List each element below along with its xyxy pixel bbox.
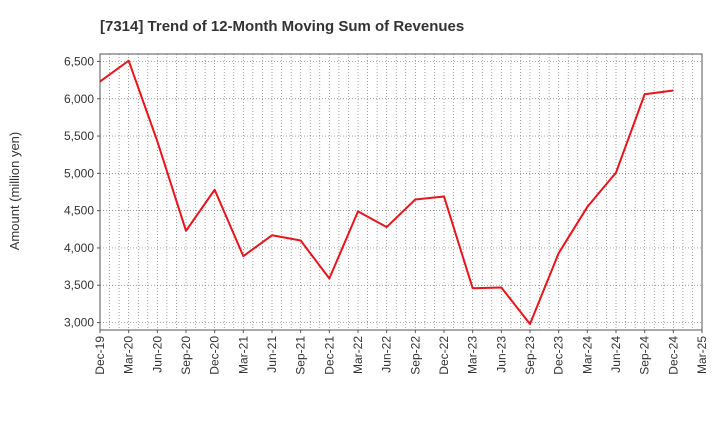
y-tick-label: 4,500 bbox=[64, 204, 94, 218]
x-tick-label: Mar-23 bbox=[466, 336, 480, 374]
x-tick-label: Sep-20 bbox=[179, 336, 193, 375]
x-tick-label: Jun-21 bbox=[265, 336, 279, 373]
chart-title: [7314] Trend of 12-Month Moving Sum of R… bbox=[100, 18, 464, 35]
x-axis-ticks: Dec-19 Mar-20 Jun-20 Sep-20 Dec-20 Mar-21 Jun-… bbox=[93, 330, 709, 375]
grid-lines bbox=[100, 54, 702, 330]
x-tick-label: Dec-23 bbox=[552, 336, 566, 375]
series-line-revenue bbox=[99, 59, 674, 326]
y-tick-label: 4,000 bbox=[64, 241, 94, 255]
x-tick-label: Dec-22 bbox=[437, 336, 451, 375]
x-tick-label: Sep-24 bbox=[638, 336, 652, 375]
y-tick-label: 5,000 bbox=[64, 166, 94, 180]
x-tick-label: Sep-23 bbox=[523, 336, 537, 375]
x-tick-label: Jun-20 bbox=[150, 336, 164, 373]
x-tick-label: Mar-22 bbox=[351, 336, 365, 374]
y-tick-label: 5,500 bbox=[64, 129, 94, 143]
x-tick-label: Jun-22 bbox=[380, 336, 394, 373]
x-tick-label: Sep-22 bbox=[408, 336, 422, 375]
x-tick-label: Sep-21 bbox=[294, 336, 308, 375]
x-tick-label: Dec-21 bbox=[322, 336, 336, 375]
y-tick-label: 6,000 bbox=[64, 92, 94, 106]
series-group bbox=[99, 59, 674, 326]
y-axis-ticks: 3,000 3,500 4,000 4,500 5,000 5,500 6,000 6,500 bbox=[64, 54, 100, 330]
x-tick-label: Mar-21 bbox=[236, 336, 250, 374]
y-tick-label: 3,000 bbox=[64, 316, 94, 330]
x-tick-label: Mar-25 bbox=[695, 336, 709, 374]
x-tick-label: Mar-20 bbox=[122, 336, 136, 374]
y-axis-label: Amount (million yen) bbox=[7, 132, 22, 251]
x-tick-label: Dec-20 bbox=[208, 336, 222, 375]
x-tick-label: Dec-19 bbox=[93, 336, 107, 375]
x-tick-label: Dec-24 bbox=[666, 336, 680, 375]
plot-area-frame bbox=[99, 53, 703, 331]
y-tick-label: 6,500 bbox=[64, 54, 94, 68]
y-tick-label: 3,500 bbox=[64, 278, 94, 292]
x-tick-label: Jun-24 bbox=[609, 336, 623, 373]
x-tick-label: Mar-24 bbox=[580, 336, 594, 374]
x-tick-label: Jun-23 bbox=[494, 336, 508, 373]
